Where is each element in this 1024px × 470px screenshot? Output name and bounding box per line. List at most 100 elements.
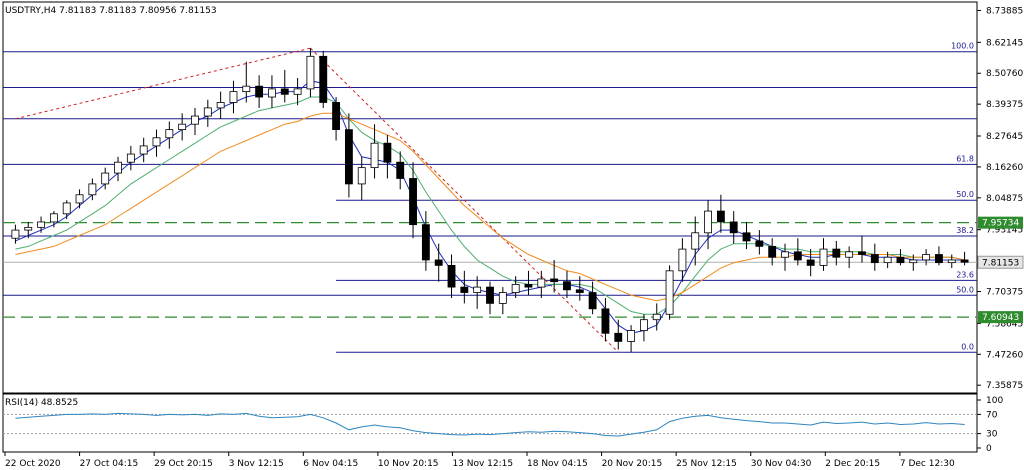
candle[interactable]	[319, 50, 328, 108]
candle[interactable]	[24, 221, 33, 239]
candle[interactable]	[588, 281, 597, 315]
candle[interactable]	[550, 259, 559, 293]
candle[interactable]	[832, 240, 841, 266]
candle[interactable]	[665, 265, 674, 320]
candle-body	[793, 251, 802, 261]
candle[interactable]	[511, 276, 520, 298]
trendline[interactable]	[15, 47, 311, 120]
candle[interactable]	[229, 80, 238, 114]
time-tick-label: 29 Oct 20:15	[154, 459, 213, 469]
candle[interactable]	[191, 107, 199, 136]
candle[interactable]	[678, 238, 687, 282]
candle[interactable]	[49, 211, 58, 228]
candle[interactable]	[434, 243, 443, 282]
candle[interactable]	[947, 254, 956, 269]
candle[interactable]	[537, 270, 546, 298]
candle[interactable]	[858, 235, 866, 263]
candle-body	[11, 229, 20, 239]
candle[interactable]	[755, 230, 764, 255]
candle[interactable]	[357, 156, 366, 201]
candle[interactable]	[639, 314, 648, 342]
candle[interactable]	[806, 249, 815, 277]
rsi-pane[interactable]	[2, 393, 978, 453]
candle[interactable]	[563, 270, 571, 298]
candle[interactable]	[768, 238, 777, 266]
candle[interactable]	[409, 162, 417, 239]
candle[interactable]	[370, 124, 379, 179]
candle-body	[858, 251, 866, 255]
candle[interactable]	[716, 194, 725, 233]
candle[interactable]	[870, 243, 879, 271]
candle[interactable]	[498, 287, 507, 315]
candle[interactable]	[601, 297, 610, 342]
fib-level-label: 0.0	[961, 342, 974, 351]
current-price-tag: 7.81153	[982, 258, 1019, 268]
candle[interactable]	[960, 251, 969, 266]
candle[interactable]	[627, 325, 636, 353]
price-tick-label: 8.39375	[986, 100, 1023, 110]
candle[interactable]	[575, 276, 584, 301]
fib-level-label: 61.8	[956, 154, 974, 163]
candle[interactable]	[306, 48, 315, 98]
candle[interactable]	[255, 75, 264, 108]
fib-level-label: 23.6	[956, 270, 974, 279]
candle[interactable]	[126, 145, 135, 171]
candle[interactable]	[922, 249, 931, 266]
candle[interactable]	[280, 69, 289, 103]
candle-body	[704, 210, 712, 234]
candle[interactable]	[114, 156, 122, 182]
candle[interactable]	[101, 167, 110, 190]
candle[interactable]	[909, 254, 918, 271]
candle[interactable]	[524, 270, 533, 296]
candle-body	[486, 286, 494, 304]
candle[interactable]	[935, 246, 943, 266]
candle[interactable]	[486, 281, 494, 315]
candle-body	[755, 240, 764, 247]
candle[interactable]	[75, 189, 84, 209]
candle[interactable]	[344, 113, 353, 198]
candle[interactable]	[793, 238, 802, 266]
candle[interactable]	[11, 224, 20, 244]
candle[interactable]	[460, 270, 469, 304]
rsi-header: RSI(14) 48.8525	[5, 398, 78, 408]
main-pane[interactable]: 100.0 61.8 50.0 38.2 23.6 50.0 0.0	[2, 1, 978, 394]
candle[interactable]	[332, 97, 341, 141]
candle[interactable]	[268, 75, 276, 108]
candle[interactable]	[614, 319, 623, 350]
candle[interactable]	[165, 121, 174, 149]
candle[interactable]	[447, 254, 456, 298]
candle-body	[498, 292, 507, 304]
candle[interactable]	[883, 251, 892, 269]
candle[interactable]	[704, 200, 712, 250]
candle[interactable]	[742, 221, 751, 250]
candle[interactable]	[293, 78, 302, 106]
trendline[interactable]	[310, 47, 619, 353]
candle[interactable]	[819, 238, 828, 271]
candle[interactable]	[242, 61, 251, 103]
candle-body	[473, 286, 482, 293]
candle[interactable]	[781, 243, 789, 271]
candle-body	[652, 313, 661, 321]
candle[interactable]	[383, 135, 392, 179]
candle-body	[306, 55, 315, 90]
candle[interactable]	[396, 151, 405, 190]
candle[interactable]	[473, 276, 482, 309]
candle[interactable]	[62, 200, 71, 220]
candle[interactable]	[845, 246, 854, 269]
candle[interactable]	[88, 178, 97, 201]
candle[interactable]	[896, 249, 905, 266]
candle[interactable]	[216, 91, 225, 119]
candle[interactable]	[652, 303, 661, 331]
candle[interactable]	[139, 137, 148, 163]
candle[interactable]	[729, 211, 738, 244]
candle[interactable]	[421, 211, 430, 271]
candle-body	[268, 88, 276, 98]
candle[interactable]	[691, 216, 700, 266]
candle[interactable]	[178, 113, 187, 141]
price-tick-label: 7.93145	[986, 226, 1023, 236]
candle[interactable]	[37, 216, 45, 233]
time-tick-label: 18 Nov 04:15	[527, 459, 588, 469]
candle[interactable]	[152, 129, 161, 157]
candle[interactable]	[203, 99, 212, 127]
